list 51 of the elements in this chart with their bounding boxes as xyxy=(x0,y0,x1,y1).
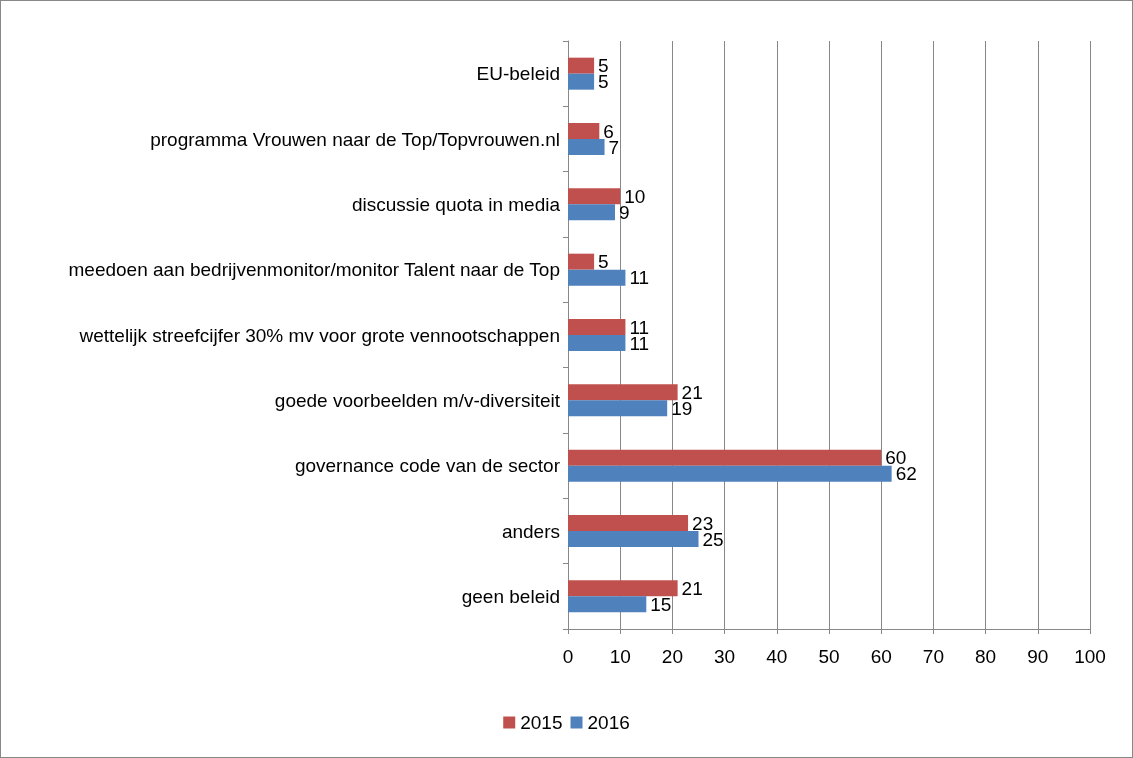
bar xyxy=(568,335,626,351)
bar xyxy=(568,269,626,286)
x-tick-label: 50 xyxy=(818,646,840,667)
bar xyxy=(568,204,615,221)
x-tick-label: 30 xyxy=(714,646,736,667)
y-tick-label: wettelijk streefcijfer 30% mv voor grote vennootschappen xyxy=(78,324,560,346)
y-tick-label: programma Vrouwen naar de Top/Topvrouwen.nl xyxy=(150,128,560,150)
x-tick-label: 100 xyxy=(1074,646,1106,667)
x-tick-label: 0 xyxy=(562,646,574,667)
data-label: 21 xyxy=(681,577,703,599)
data-label: 5 xyxy=(598,251,609,273)
y-tick-label: EU-beleid xyxy=(476,63,560,85)
x-tick-label: 20 xyxy=(661,646,683,667)
bar xyxy=(568,465,892,482)
bar xyxy=(568,580,678,597)
y-tick-label: meedoen aan bedrijvenmonitor/monitor Talent naar de Top xyxy=(68,259,560,281)
bar xyxy=(568,188,621,205)
bar xyxy=(568,139,605,155)
data-label: 5 xyxy=(598,71,609,93)
y-tick-label: anders xyxy=(501,520,560,542)
x-tick-label: 60 xyxy=(870,646,892,667)
bar xyxy=(568,400,668,417)
data-label: 11 xyxy=(629,267,650,289)
data-label: 6 xyxy=(603,120,614,142)
x-tick-label: 90 xyxy=(1027,646,1049,667)
data-label: 62 xyxy=(895,463,917,485)
bar xyxy=(568,253,595,270)
bar xyxy=(568,57,595,74)
data-label: 10 xyxy=(624,185,646,207)
bar xyxy=(568,319,626,335)
y-tick-label: discussie quota in media xyxy=(351,193,561,215)
y-tick-label: geen beleid xyxy=(461,585,560,607)
bar xyxy=(568,515,689,531)
bar xyxy=(568,531,699,547)
bar xyxy=(568,449,882,466)
x-tick-label: 40 xyxy=(766,646,788,667)
legend-label: 2015 xyxy=(520,712,563,733)
x-tick-label: 80 xyxy=(975,646,997,667)
bar xyxy=(568,123,600,139)
bar xyxy=(568,73,595,90)
data-label: 21 xyxy=(681,381,703,403)
bar xyxy=(568,596,647,613)
x-tick-label: 70 xyxy=(922,646,944,667)
x-tick-label: 10 xyxy=(609,646,631,667)
data-label: 23 xyxy=(692,512,714,534)
bar xyxy=(568,384,678,401)
data-label: 15 xyxy=(650,593,672,615)
y-tick-label: goede voorbeelden m/v-diversiteit xyxy=(274,389,561,411)
legend-label: 2016 xyxy=(587,712,630,733)
data-label: 11 xyxy=(629,316,650,338)
y-tick-label: governance code van de sector xyxy=(294,455,561,477)
